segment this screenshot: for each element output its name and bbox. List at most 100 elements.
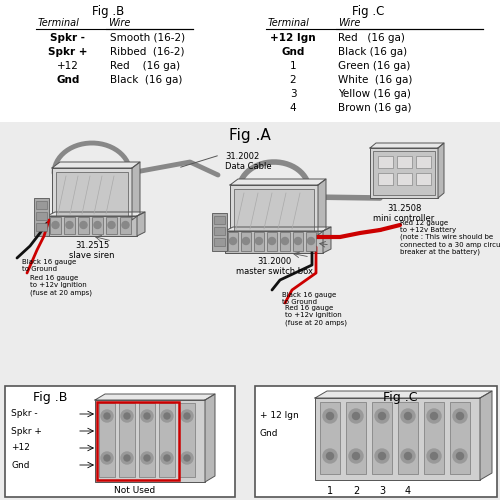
Text: Wire: Wire bbox=[338, 18, 360, 28]
Bar bbox=[0, 0, 500, 122]
Text: Not Used: Not Used bbox=[114, 486, 156, 495]
Bar bbox=[97, 402, 179, 480]
Bar bbox=[56, 172, 128, 216]
Text: Gnd: Gnd bbox=[56, 75, 80, 85]
Text: +12: +12 bbox=[57, 61, 79, 71]
Text: 31.2508
mini controller: 31.2508 mini controller bbox=[374, 204, 434, 224]
Text: Gnd: Gnd bbox=[11, 460, 30, 469]
Text: + 12 Ign: + 12 Ign bbox=[260, 412, 299, 420]
Bar bbox=[225, 231, 323, 253]
Circle shape bbox=[453, 449, 467, 463]
Circle shape bbox=[352, 412, 360, 420]
Text: 2: 2 bbox=[353, 486, 359, 496]
Text: Spkr +: Spkr + bbox=[11, 426, 42, 436]
Text: Brown (16 ga): Brown (16 ga) bbox=[338, 103, 411, 113]
Text: Fig .C: Fig .C bbox=[352, 5, 384, 18]
Bar bbox=[254, 232, 264, 251]
Text: Fig .A: Fig .A bbox=[229, 128, 271, 143]
Circle shape bbox=[121, 410, 133, 422]
Circle shape bbox=[66, 222, 73, 228]
Text: White  (16 ga): White (16 ga) bbox=[338, 75, 412, 85]
Bar bbox=[372, 402, 392, 474]
Text: Smooth (16-2): Smooth (16-2) bbox=[110, 33, 185, 43]
Circle shape bbox=[430, 452, 438, 460]
Circle shape bbox=[108, 222, 115, 228]
Circle shape bbox=[122, 222, 129, 228]
Polygon shape bbox=[225, 227, 331, 231]
Text: Fig .B: Fig .B bbox=[92, 5, 124, 18]
Bar bbox=[139, 403, 155, 477]
Polygon shape bbox=[137, 212, 145, 236]
Circle shape bbox=[404, 412, 411, 420]
Text: Fig .C: Fig .C bbox=[383, 391, 417, 404]
Text: Black (16 ga): Black (16 ga) bbox=[338, 47, 407, 57]
Polygon shape bbox=[95, 394, 215, 400]
Text: Fig .B: Fig .B bbox=[33, 391, 68, 404]
Circle shape bbox=[124, 455, 130, 461]
Circle shape bbox=[144, 413, 150, 419]
Circle shape bbox=[349, 409, 363, 423]
Bar bbox=[214, 216, 225, 224]
Text: 31.2000
master switch box: 31.2000 master switch box bbox=[236, 257, 312, 276]
Bar bbox=[234, 189, 314, 231]
Text: Red 16 gauge
to +12v Ignition
(fuse at 20 amps): Red 16 gauge to +12v Ignition (fuse at 2… bbox=[30, 275, 92, 295]
Bar bbox=[119, 403, 135, 477]
Circle shape bbox=[164, 413, 170, 419]
Text: Black 16 gauge
to Ground: Black 16 gauge to Ground bbox=[282, 292, 336, 305]
Text: 1: 1 bbox=[290, 61, 296, 71]
Bar bbox=[0, 122, 500, 383]
Text: +12: +12 bbox=[11, 444, 30, 452]
Circle shape bbox=[144, 455, 150, 461]
Bar bbox=[450, 402, 470, 474]
Text: Spkr -: Spkr - bbox=[11, 410, 38, 418]
Bar bbox=[47, 216, 137, 236]
Text: 31.2515
slave siren: 31.2515 slave siren bbox=[69, 241, 115, 260]
Polygon shape bbox=[318, 179, 326, 235]
Circle shape bbox=[161, 452, 173, 464]
Circle shape bbox=[430, 412, 438, 420]
Bar bbox=[36, 201, 47, 209]
Circle shape bbox=[456, 452, 464, 460]
Polygon shape bbox=[480, 391, 492, 480]
Circle shape bbox=[101, 410, 113, 422]
Circle shape bbox=[121, 452, 133, 464]
Circle shape bbox=[282, 238, 288, 244]
Text: Red   (16 ga): Red (16 ga) bbox=[338, 33, 405, 43]
Text: 3: 3 bbox=[379, 486, 385, 496]
Text: Red 16 gauge
to +12v Ignition
(fuse at 20 amps): Red 16 gauge to +12v Ignition (fuse at 2… bbox=[285, 305, 347, 326]
Circle shape bbox=[323, 409, 337, 423]
Bar bbox=[255, 386, 497, 497]
Bar bbox=[397, 156, 412, 168]
Text: 31.2002
Data Cable: 31.2002 Data Cable bbox=[225, 152, 272, 172]
Circle shape bbox=[294, 238, 302, 244]
Circle shape bbox=[349, 449, 363, 463]
Bar bbox=[373, 151, 435, 195]
Bar bbox=[378, 156, 393, 168]
Text: Terminal: Terminal bbox=[268, 18, 310, 28]
Circle shape bbox=[427, 449, 441, 463]
Bar bbox=[293, 232, 303, 251]
Bar bbox=[120, 217, 131, 234]
Polygon shape bbox=[370, 143, 444, 148]
Bar bbox=[416, 156, 431, 168]
Bar bbox=[78, 217, 89, 234]
Polygon shape bbox=[132, 162, 140, 220]
Polygon shape bbox=[52, 162, 140, 168]
Bar bbox=[106, 217, 117, 234]
Circle shape bbox=[141, 452, 153, 464]
Text: Wire: Wire bbox=[108, 18, 130, 28]
Bar bbox=[92, 217, 103, 234]
Circle shape bbox=[181, 410, 193, 422]
Bar bbox=[241, 232, 251, 251]
Circle shape bbox=[104, 455, 110, 461]
Circle shape bbox=[184, 413, 190, 419]
Bar bbox=[95, 400, 205, 482]
Circle shape bbox=[375, 449, 389, 463]
Circle shape bbox=[404, 452, 411, 460]
Circle shape bbox=[256, 238, 262, 244]
Circle shape bbox=[164, 455, 170, 461]
Polygon shape bbox=[47, 212, 145, 216]
Bar bbox=[159, 403, 175, 477]
Text: Spkr +: Spkr + bbox=[48, 47, 88, 57]
Circle shape bbox=[104, 413, 110, 419]
